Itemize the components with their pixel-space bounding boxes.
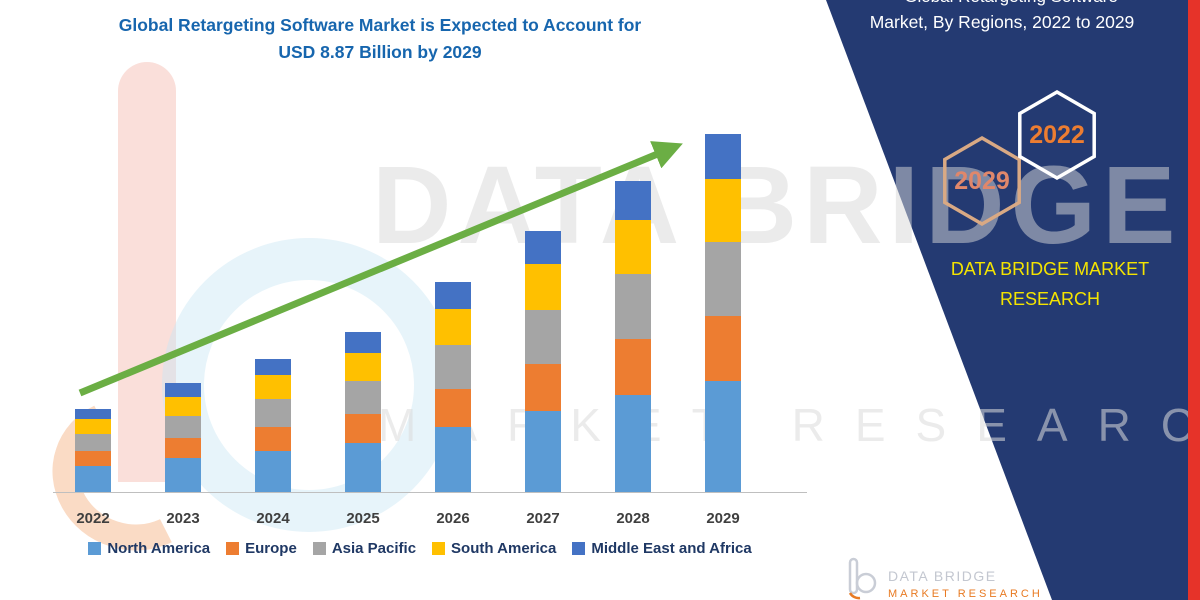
- x-axis-label-2027: 2027: [526, 510, 560, 527]
- bar-segment-middle-east-and-africa: [75, 409, 111, 420]
- x-axis-label-2023: 2023: [166, 510, 200, 527]
- brand-line2: RESEARCH: [999, 288, 1101, 309]
- dbmr-logo-icon: [848, 557, 877, 600]
- legend-item-south-america: South America: [432, 540, 556, 557]
- hexagon-2029-label: 2029: [954, 167, 1010, 195]
- legend-item-middle-east-and-africa: Middle East and Africa: [572, 540, 752, 557]
- bar-segment-north-america: [615, 395, 651, 492]
- bar-segment-north-america: [435, 427, 471, 492]
- hexagon-2029: [943, 135, 1021, 227]
- bar-segment-middle-east-and-africa: [525, 231, 561, 265]
- legend-item-europe: Europe: [226, 540, 297, 557]
- legend-label: Middle East and Africa: [591, 540, 752, 557]
- bar-2026: [435, 281, 471, 492]
- bar-segment-asia-pacific: [435, 345, 471, 389]
- footer-logo: DATA BRIDGE MARKET RESEARCH: [842, 556, 1043, 600]
- legend-swatch: [312, 542, 326, 555]
- right-edge-accent-stripe: [1188, 0, 1200, 600]
- legend-swatch: [432, 542, 446, 555]
- bar-2028: [615, 180, 651, 492]
- x-axis-label-2026: 2026: [436, 510, 470, 527]
- bar-2024: [255, 358, 291, 492]
- legend-label: South America: [451, 540, 557, 557]
- bar-segment-south-america: [525, 264, 561, 310]
- bar-segment-middle-east-and-africa: [435, 281, 471, 309]
- x-axis-label-2029: 2029: [706, 510, 740, 527]
- footer-logo-subtitle: MARKET RESEARCH: [888, 588, 1043, 600]
- bar-segment-asia-pacific: [705, 241, 741, 317]
- bar-segment-middle-east-and-africa: [255, 358, 291, 376]
- legend-label: Europe: [245, 540, 297, 557]
- plot-area: 2022 2023 2024 2025 2026 2027 2028 2029: [53, 133, 807, 527]
- bar-segment-south-america: [435, 308, 471, 346]
- side-panel-clipped-title: Global Retargeting Software: [846, 0, 1176, 7]
- brand-text: DATA BRIDGE MARKET RESEARCH: [930, 255, 1170, 314]
- footer-logo-title: DATA BRIDGE: [888, 568, 997, 584]
- bar-segment-europe: [255, 426, 291, 451]
- bar-2023: [165, 383, 201, 492]
- bar-2025: [345, 332, 381, 492]
- bar-segment-asia-pacific: [75, 433, 111, 452]
- legend-label: Asia Pacific: [331, 540, 417, 557]
- x-axis-label-2028: 2028: [616, 510, 650, 527]
- x-axis-label-2022: 2022: [76, 510, 110, 527]
- legend: North America Europe Asia Pacific South Ame…: [40, 540, 800, 557]
- legend-item-asia-pacific: Asia Pacific: [312, 540, 417, 557]
- footer-logo-texts: DATA BRIDGE MARKET RESEARCH: [888, 556, 1043, 600]
- legend-swatch: [572, 542, 586, 555]
- bar-segment-asia-pacific: [525, 309, 561, 365]
- bar-segment-asia-pacific: [615, 274, 651, 340]
- bar-segment-europe: [345, 414, 381, 443]
- bar-segment-middle-east-and-africa: [345, 332, 381, 354]
- bar-segment-north-america: [345, 442, 381, 492]
- bar-segment-europe: [705, 316, 741, 381]
- year-hexagons: 2029 2022: [943, 89, 1096, 227]
- legend-label: North America: [107, 540, 211, 557]
- bar-segment-europe: [615, 339, 651, 396]
- bar-segment-europe: [165, 438, 201, 459]
- bar-segment-middle-east-and-africa: [705, 133, 741, 180]
- bar-segment-south-america: [255, 375, 291, 399]
- x-axis-label-2024: 2024: [256, 510, 290, 527]
- bar-segment-south-america: [345, 353, 381, 381]
- bar-segment-south-america: [75, 419, 111, 434]
- side-panel-heading: Market, By Regions, 2022 to 2029: [869, 12, 1135, 32]
- chart-title-line1: Global Retargeting Software Market is Ex…: [118, 15, 642, 35]
- bar-segment-north-america: [705, 380, 741, 492]
- x-axis-line: [53, 492, 807, 493]
- legend-swatch: [88, 542, 102, 555]
- bar-2022: [75, 409, 111, 492]
- bar-segment-europe: [525, 364, 561, 412]
- legend-swatch: [226, 542, 240, 555]
- bar-segment-middle-east-and-africa: [615, 180, 651, 220]
- bar-2027: [525, 231, 561, 492]
- bar-segment-asia-pacific: [165, 415, 201, 439]
- watermark-subtext: MARKET RESEARCH: [378, 399, 1200, 451]
- hexagon-2022-label: 2022: [1029, 121, 1085, 149]
- bar-2029: [705, 133, 741, 492]
- bar-segment-europe: [435, 389, 471, 427]
- brand-line1: DATA BRIDGE MARKET: [950, 259, 1150, 279]
- bar-segment-south-america: [165, 396, 201, 416]
- bar-segment-asia-pacific: [255, 398, 291, 427]
- bar-segment-south-america: [615, 219, 651, 275]
- bar-segment-middle-east-and-africa: [165, 383, 201, 397]
- legend-item-north-america: North America: [88, 540, 210, 557]
- bar-segment-north-america: [165, 458, 201, 492]
- bar-segment-north-america: [75, 466, 111, 492]
- bar-segment-europe: [75, 451, 111, 467]
- bar-segment-south-america: [705, 179, 741, 242]
- bar-segment-asia-pacific: [345, 380, 381, 415]
- chart-title: Global Retargeting Software Market is Ex…: [40, 12, 720, 66]
- hexagon-2022: [1018, 89, 1096, 181]
- bar-segment-north-america: [255, 450, 291, 492]
- x-axis-label-2025: 2025: [346, 510, 380, 527]
- bar-segment-north-america: [525, 411, 561, 492]
- chart-title-line2: USD 8.87 Billion by 2029: [278, 42, 482, 63]
